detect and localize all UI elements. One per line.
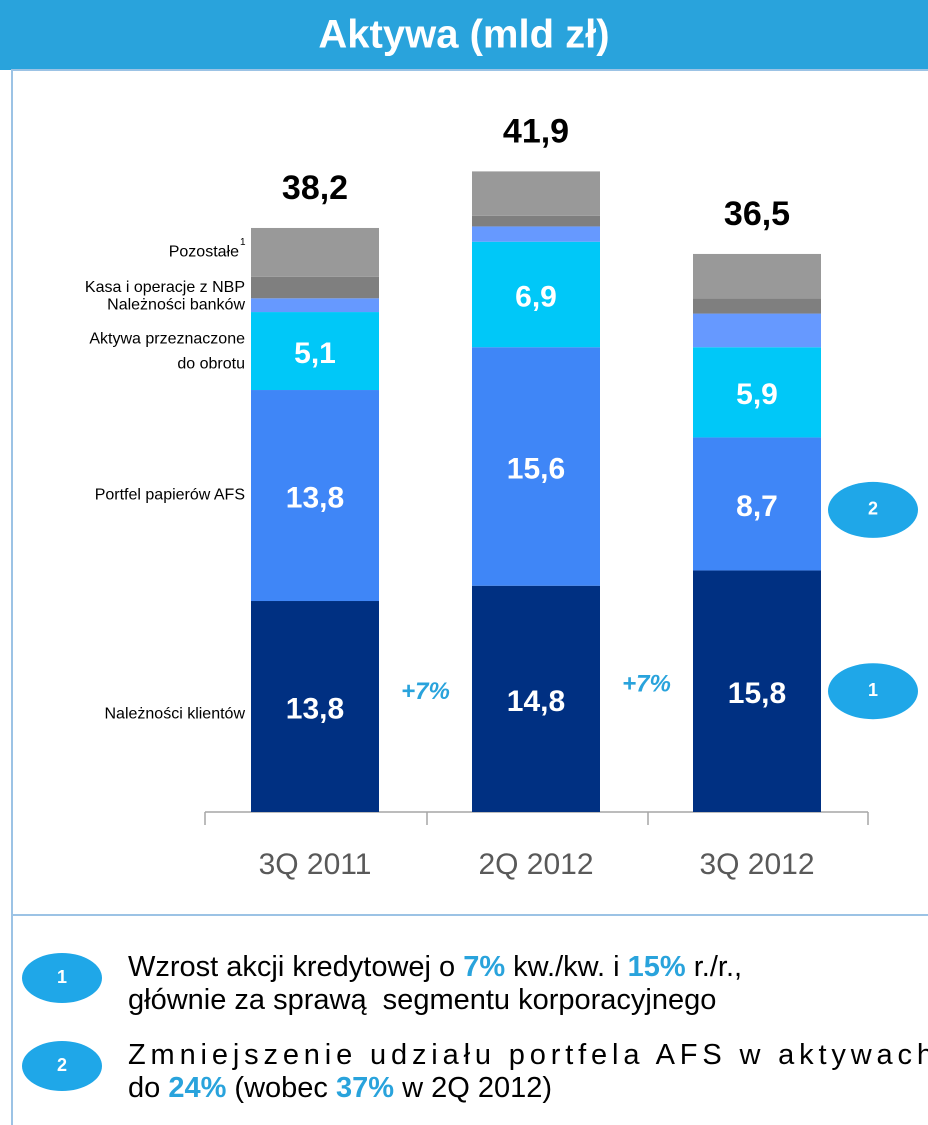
callout-label: 1 — [868, 680, 878, 700]
bar-segment — [251, 276, 379, 299]
legend-label: Należności klientów — [104, 706, 245, 723]
bar-segment — [693, 570, 821, 812]
legend-label: Kasa i operacje z NBP — [85, 279, 245, 296]
bar-segment — [693, 347, 821, 438]
bar-segment — [693, 437, 821, 571]
note-text: 24% — [168, 1072, 226, 1104]
bar-segment — [251, 227, 379, 277]
note-badge — [22, 1041, 102, 1091]
bar-segment — [472, 226, 600, 242]
note-badge-label: 2 — [57, 1055, 67, 1075]
note-line: głównie za sprawą segmentu korporacyjneg… — [128, 984, 716, 1016]
bar-segment — [472, 347, 600, 586]
bar-segment — [251, 298, 379, 313]
note-text: Zmniejszenie udziału portfela AFS w akty… — [128, 1039, 928, 1071]
bar-segment — [251, 312, 379, 391]
frame — [11, 69, 928, 1125]
note-text: kw./kw. i — [505, 951, 627, 983]
bar-segment — [472, 215, 600, 227]
value-label: 15,6 — [507, 452, 565, 485]
callout-badge — [828, 663, 918, 720]
note-line: Wzrost akcji kredytowej o 7% kw./kw. i 1… — [128, 951, 742, 983]
callout-badge — [828, 481, 918, 538]
note-text: (wobec — [226, 1072, 336, 1104]
value-label: 13,8 — [286, 692, 344, 725]
note-line: do 24% (wobec 37% w 2Q 2012) — [128, 1072, 552, 1104]
bar-segment — [472, 585, 600, 812]
note-text: 7% — [463, 951, 505, 983]
growth-label: +7% — [622, 671, 671, 698]
bar-segment — [251, 601, 379, 812]
legend-label: Portfel papierów AFS — [95, 487, 245, 504]
callout-label: 2 — [868, 499, 878, 519]
chart-title: Aktywa (mld zł) — [318, 13, 609, 57]
x-tick-label: 3Q 2012 — [699, 848, 814, 881]
note-badge-label: 1 — [57, 967, 67, 987]
total-label: 38,2 — [282, 169, 348, 207]
bar-segment — [472, 241, 600, 348]
bar-segment — [472, 171, 600, 216]
bar-segment — [251, 390, 379, 602]
bar-segment — [693, 253, 821, 299]
note-text: 15% — [628, 951, 686, 983]
legend-label: Aktywa przeznaczone — [89, 330, 245, 347]
legend-label: do obrotu — [177, 355, 245, 372]
value-label: 8,7 — [736, 490, 778, 523]
legend-label: Należności banków — [107, 296, 245, 313]
title-band — [0, 0, 928, 70]
note-text: głównie za sprawą segmentu korporacyjneg… — [128, 984, 716, 1016]
x-tick-label: 3Q 2011 — [259, 848, 372, 881]
value-label: 14,8 — [507, 685, 565, 718]
note-text: r./r., — [686, 951, 742, 983]
value-label: 5,9 — [736, 378, 778, 411]
x-tick-label: 2Q 2012 — [478, 848, 593, 881]
note-text: 37% — [336, 1072, 394, 1104]
total-label: 36,5 — [724, 195, 790, 233]
value-label: 6,9 — [515, 280, 557, 313]
note-text: w 2Q 2012) — [394, 1072, 552, 1104]
note-text: do — [128, 1072, 168, 1104]
footnote-mark: 1 — [240, 237, 246, 248]
value-label: 5,1 — [294, 337, 336, 370]
value-label: 13,8 — [286, 481, 344, 514]
bar-segment — [693, 313, 821, 348]
legend-label: Pozostałe — [169, 244, 239, 261]
note-badge — [22, 953, 102, 1003]
growth-label: +7% — [401, 678, 450, 705]
note-text: Wzrost akcji kredytowej o — [128, 951, 463, 983]
note-line: Zmniejszenie udziału portfela AFS w akty… — [128, 1039, 928, 1071]
bar-segment — [693, 298, 821, 314]
value-label: 15,8 — [728, 677, 786, 710]
total-label: 41,9 — [503, 112, 569, 150]
